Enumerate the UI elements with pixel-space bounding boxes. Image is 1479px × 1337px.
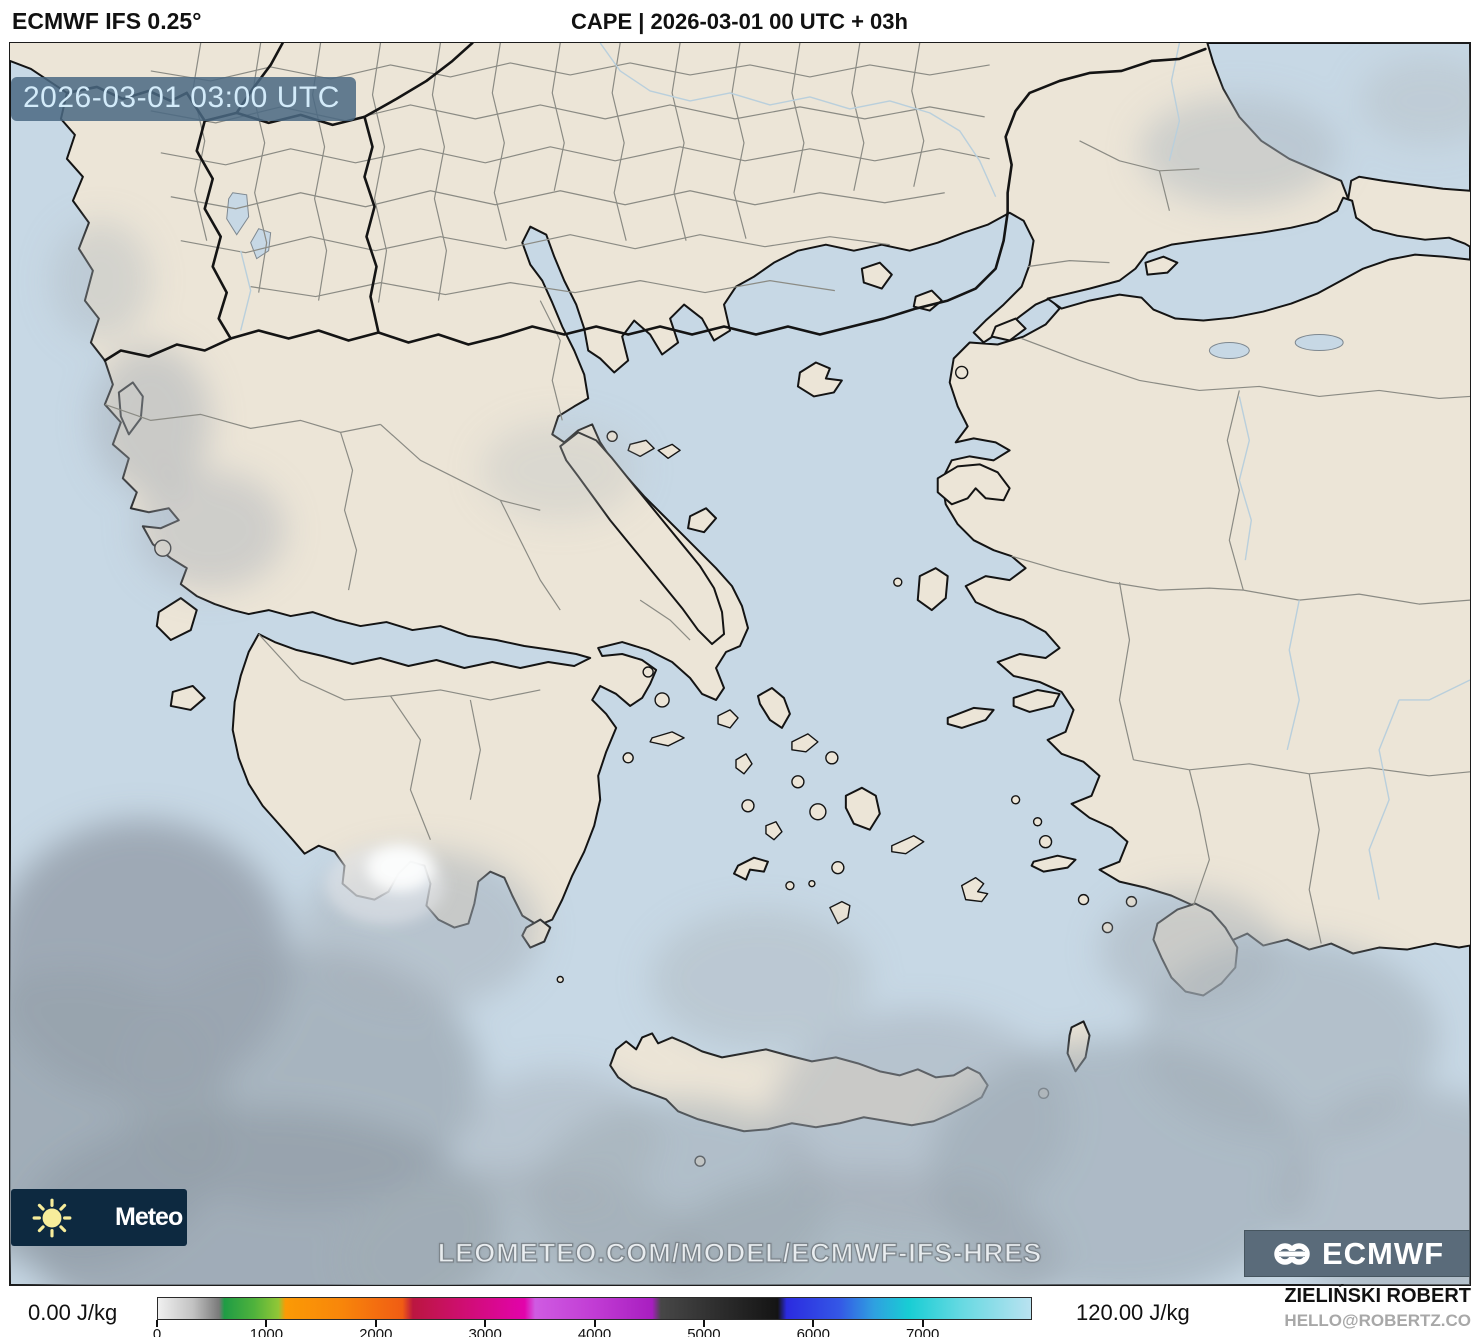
legend-min-label: 0.00 J/kg [28, 1300, 118, 1325]
tick-label: 4000 [577, 1326, 612, 1337]
watermark-url: LEOMETEO.COM/MODEL/ECMWF-IFS-HRES [437, 1237, 1043, 1268]
tick-label: 7000 [905, 1326, 940, 1337]
brand-name: Meteo [115, 1203, 183, 1231]
page-title: CAPE | 2026-03-01 00 UTC + 03h [571, 9, 908, 34]
colorbar-ticks: 0 1000 2000 3000 4000 5000 6000 7000 [153, 1320, 1032, 1337]
weather-map-canvas [10, 43, 1470, 1285]
attribution: ZIELIŃSKI ROBERT HELLO@ROBERTZ.CO [1284, 1285, 1471, 1331]
lakes [226, 192, 1344, 359]
admin-borders [104, 43, 1470, 944]
ecmwf-logo-text: ECMWF [1321, 1235, 1445, 1271]
legend-max-label: 120.00 J/kg [1076, 1300, 1190, 1325]
ecmwf-logo: ECMWF [1244, 1230, 1470, 1277]
cape-colorbar [157, 1297, 1032, 1320]
author-name: ZIELIŃSKI ROBERT [1284, 1285, 1471, 1307]
cape-shading-overlay [10, 55, 1470, 1285]
tick-label: 0 [152, 1326, 162, 1337]
sea-of-marmara [1046, 196, 1470, 322]
cape-bright-spot [325, 843, 446, 925]
meteo-brand-logo: Meteo [11, 1189, 187, 1246]
tick-label: 1000 [249, 1326, 284, 1337]
sun-icon [32, 1198, 72, 1237]
tick-label: 2000 [359, 1326, 393, 1337]
model-label: ECMWF IFS 0.25° [12, 8, 202, 34]
map-frame: 2026-03-01 03:00 UTC Meteo LEOMETEO.COM/… [9, 42, 1471, 1286]
contact-email: HELLO@ROBERTZ.CO [1284, 1311, 1471, 1330]
rivers [240, 43, 1470, 900]
timestamp-badge: 2026-03-01 03:00 UTC [11, 77, 356, 121]
tick-label: 5000 [687, 1326, 721, 1337]
tick-label: 6000 [796, 1326, 830, 1337]
ecmwf-knot-icon [1274, 1242, 1310, 1265]
tick-label: 3000 [468, 1326, 502, 1337]
